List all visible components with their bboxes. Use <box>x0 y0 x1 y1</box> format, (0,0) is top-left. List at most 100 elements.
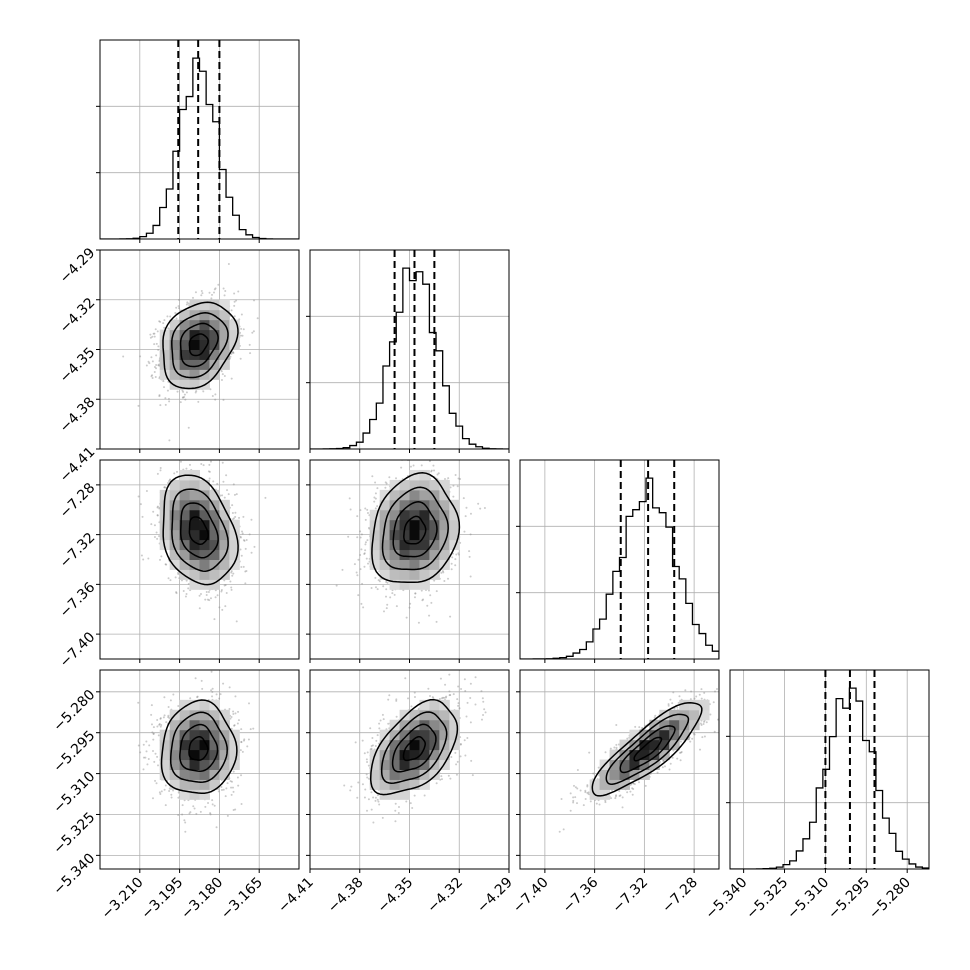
scatter-point <box>471 774 474 777</box>
scatter-point <box>239 334 242 337</box>
scatter-point <box>170 793 173 796</box>
scatter-point <box>455 773 458 776</box>
scatter-point <box>411 806 414 809</box>
scatter-point <box>213 288 216 291</box>
scatter-point <box>366 761 369 764</box>
scatter-point <box>469 721 472 724</box>
scatter-point <box>365 557 368 560</box>
scatter-point <box>349 789 352 792</box>
density-cell <box>199 789 210 800</box>
scatter-point <box>362 606 365 609</box>
scatter-point <box>449 486 452 489</box>
scatter-point <box>367 777 370 780</box>
density-cell <box>599 779 611 790</box>
scatter-point <box>394 802 397 805</box>
density-cell <box>379 549 391 560</box>
density-cell <box>449 509 460 521</box>
scatter-point <box>448 673 451 676</box>
scatter-point <box>168 439 171 442</box>
scatter-point <box>154 779 157 782</box>
density-cell <box>159 749 171 761</box>
scatter-point <box>680 750 683 753</box>
contour-line <box>380 711 448 784</box>
scatter-point <box>213 804 216 807</box>
scatter-point <box>156 514 159 517</box>
density-cell <box>369 759 381 770</box>
scatter-point <box>429 594 432 597</box>
scatter-point <box>252 727 255 730</box>
density-cell <box>659 709 670 721</box>
scatter-point <box>233 724 236 727</box>
scatter-point <box>394 820 397 823</box>
scatter-point <box>678 695 681 698</box>
scatter-point <box>480 690 483 693</box>
density-cell <box>629 739 640 751</box>
scatter-point <box>194 291 197 294</box>
density-cell <box>179 499 191 511</box>
density-cell <box>639 759 650 770</box>
scatter-point <box>435 782 438 785</box>
scatter-point <box>437 472 440 475</box>
scatter-point <box>151 376 154 379</box>
density-cell <box>199 369 210 380</box>
scatter-point <box>156 505 159 508</box>
density-cell <box>179 719 191 731</box>
density-cell <box>219 719 230 731</box>
scatter-point <box>207 802 210 805</box>
scatter-point <box>177 305 180 308</box>
density-cell <box>209 529 220 541</box>
scatter-point <box>147 557 150 560</box>
scatter-point <box>232 517 235 520</box>
density-cell <box>169 369 181 380</box>
scatter-point <box>431 696 434 699</box>
x-tick-label: −4.38 <box>325 875 367 917</box>
density-cell <box>219 749 230 761</box>
scatter-point <box>222 287 225 290</box>
scatter-point <box>172 693 175 696</box>
scatter-point <box>455 553 458 556</box>
scatter-point <box>231 512 234 515</box>
density-cell <box>219 519 230 531</box>
density-cell <box>639 739 650 751</box>
scatter-point <box>240 313 243 316</box>
scatter-point <box>159 717 162 720</box>
density-cell <box>409 539 420 551</box>
density-cell <box>179 309 191 321</box>
density-cell <box>169 739 181 751</box>
scatter-point <box>364 541 367 544</box>
scatter-point <box>409 802 412 805</box>
density-cell <box>159 529 171 541</box>
scatter-point <box>703 735 706 738</box>
scatter-point <box>618 790 621 793</box>
density-cell <box>189 729 200 741</box>
scatter-point <box>574 786 577 789</box>
density-cell <box>209 729 220 741</box>
scatter-point <box>644 784 647 787</box>
scatter-point <box>177 791 180 794</box>
density-cell <box>209 559 220 570</box>
scatter-point <box>182 589 185 592</box>
scatter-point <box>450 755 453 758</box>
scatter-point <box>369 727 372 730</box>
scatter-point <box>231 786 234 789</box>
scatter-point <box>237 290 240 293</box>
scatter-point <box>245 539 248 542</box>
density-cell <box>179 509 191 521</box>
scatter-point <box>169 315 172 318</box>
scatter-point <box>459 743 462 746</box>
density-cell <box>229 739 240 751</box>
scatter-point <box>158 791 161 794</box>
density-cell <box>609 759 620 770</box>
scatter-point <box>243 539 246 542</box>
scatter-point <box>231 574 234 577</box>
density-cell <box>179 329 191 341</box>
scatter-point <box>371 744 374 747</box>
scatter-point <box>365 773 368 776</box>
contour-line <box>171 312 229 379</box>
scatter-point <box>440 571 443 574</box>
scatter-point <box>387 722 390 725</box>
scatter-point <box>185 467 188 470</box>
scatter-point <box>414 592 417 595</box>
scatter-point <box>175 306 178 309</box>
scatter-point <box>233 724 236 727</box>
